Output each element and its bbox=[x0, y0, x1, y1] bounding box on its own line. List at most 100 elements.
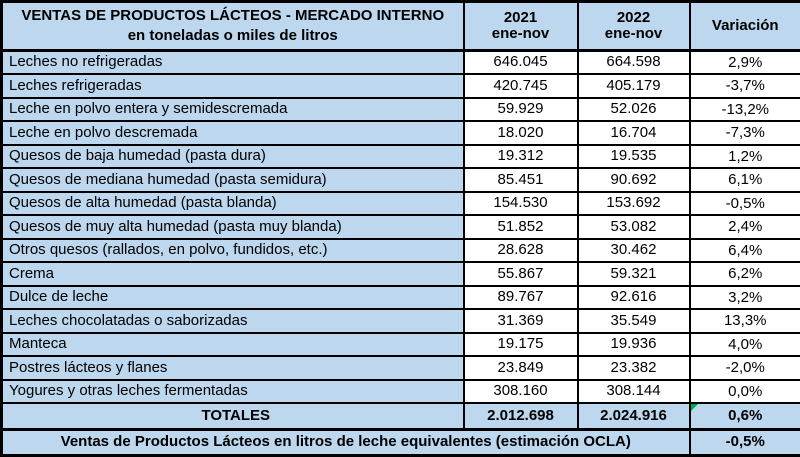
value-2022: 90.692 bbox=[578, 168, 690, 192]
table-row: Leche en polvo entera y semidescremada 5… bbox=[2, 98, 800, 122]
table-row: Otros quesos (rallados, en polvo, fundid… bbox=[2, 239, 800, 263]
product-label: Otros quesos (rallados, en polvo, fundid… bbox=[2, 239, 464, 263]
table-row: Quesos de alta humedad (pasta blanda) 15… bbox=[2, 192, 800, 216]
variation-value: 6,1% bbox=[690, 168, 800, 192]
footer-row: Ventas de Productos Lácteos en litros de… bbox=[2, 429, 800, 455]
product-label: Yogures y otras leches fermentadas bbox=[2, 380, 464, 404]
product-label: Manteca bbox=[2, 333, 464, 357]
product-label: Leche en polvo entera y semidescremada bbox=[2, 98, 464, 122]
product-label: Leches no refrigeradas bbox=[2, 51, 464, 75]
value-2021: 85.451 bbox=[464, 168, 578, 192]
product-label: Leches chocolatadas o saborizadas bbox=[2, 309, 464, 333]
value-2022: 35.549 bbox=[578, 309, 690, 333]
product-label: Quesos de muy alta humedad (pasta muy bl… bbox=[2, 215, 464, 239]
cell-flag-icon bbox=[691, 404, 698, 411]
table-row: Yogures y otras leches fermentadas 308.1… bbox=[2, 380, 800, 404]
totals-2021: 2.012.698 bbox=[464, 403, 578, 429]
totals-label: TOTALES bbox=[2, 403, 464, 429]
table-header: VENTAS DE PRODUCTOS LÁCTEOS - MERCADO IN… bbox=[2, 2, 800, 51]
footer-label: Ventas de Productos Lácteos en litros de… bbox=[2, 429, 690, 455]
table-row: Leche en polvo descremada 18.020 16.704 … bbox=[2, 121, 800, 145]
variation-value: 13,3% bbox=[690, 309, 800, 333]
product-label: Quesos de alta humedad (pasta blanda) bbox=[2, 192, 464, 216]
value-2022: 92.616 bbox=[578, 286, 690, 310]
table-row: Leches refrigeradas 420.745 405.179 -3,7… bbox=[2, 74, 800, 98]
value-2021: 89.767 bbox=[464, 286, 578, 310]
column-header-2022: 2022 ene-nov bbox=[578, 2, 690, 51]
variation-value: 6,4% bbox=[690, 239, 800, 263]
value-2021: 19.312 bbox=[464, 145, 578, 169]
value-2021: 154.530 bbox=[464, 192, 578, 216]
value-2021: 55.867 bbox=[464, 262, 578, 286]
table-row: Manteca 19.175 19.936 4,0% bbox=[2, 333, 800, 357]
year-2021-label: 2021 bbox=[465, 10, 577, 27]
value-2021: 59.929 bbox=[464, 98, 578, 122]
variation-value: -3,7% bbox=[690, 74, 800, 98]
table-body: Leches no refrigeradas 646.045 664.598 2… bbox=[2, 51, 800, 404]
value-2022: 153.692 bbox=[578, 192, 690, 216]
totals-variation-cell: 0,6% bbox=[690, 403, 800, 429]
value-2022: 23.382 bbox=[578, 356, 690, 380]
product-label: Quesos de mediana humedad (pasta semidur… bbox=[2, 168, 464, 192]
footer-variation: -0,5% bbox=[690, 429, 800, 455]
value-2022: 664.598 bbox=[578, 51, 690, 75]
period-2021-label: ene-nov bbox=[465, 26, 577, 43]
value-2021: 31.369 bbox=[464, 309, 578, 333]
value-2021: 18.020 bbox=[464, 121, 578, 145]
table-row: Quesos de muy alta humedad (pasta muy bl… bbox=[2, 215, 800, 239]
value-2022: 52.026 bbox=[578, 98, 690, 122]
table-row: Quesos de mediana humedad (pasta semidur… bbox=[2, 168, 800, 192]
table-summary: TOTALES 2.012.698 2.024.916 0,6% Ventas … bbox=[2, 403, 800, 455]
value-2022: 308.144 bbox=[578, 380, 690, 404]
value-2022: 59.321 bbox=[578, 262, 690, 286]
table-subtitle: en toneladas o miles de litros bbox=[3, 28, 463, 45]
period-2022-label: ene-nov bbox=[579, 26, 689, 43]
variation-value: 2,9% bbox=[690, 51, 800, 75]
product-label: Postres lácteos y flanes bbox=[2, 356, 464, 380]
table-title-cell: VENTAS DE PRODUCTOS LÁCTEOS - MERCADO IN… bbox=[2, 2, 464, 51]
product-label: Leche en polvo descremada bbox=[2, 121, 464, 145]
value-2021: 28.628 bbox=[464, 239, 578, 263]
value-2021: 308.160 bbox=[464, 380, 578, 404]
value-2021: 23.849 bbox=[464, 356, 578, 380]
value-2021: 646.045 bbox=[464, 51, 578, 75]
totals-2022: 2.024.916 bbox=[578, 403, 690, 429]
variation-value: 0,0% bbox=[690, 380, 800, 404]
product-label: Leches refrigeradas bbox=[2, 74, 464, 98]
table-title: VENTAS DE PRODUCTOS LÁCTEOS - MERCADO IN… bbox=[3, 8, 463, 25]
variation-value: -13,2% bbox=[690, 98, 800, 122]
table-row: Quesos de baja humedad (pasta dura) 19.3… bbox=[2, 145, 800, 169]
totals-row: TOTALES 2.012.698 2.024.916 0,6% bbox=[2, 403, 800, 429]
value-2022: 19.535 bbox=[578, 145, 690, 169]
variation-value: 6,2% bbox=[690, 262, 800, 286]
product-label: Dulce de leche bbox=[2, 286, 464, 310]
variation-value: -0,5% bbox=[690, 192, 800, 216]
product-label: Crema bbox=[2, 262, 464, 286]
table-row: Leches no refrigeradas 646.045 664.598 2… bbox=[2, 51, 800, 75]
variation-value: 1,2% bbox=[690, 145, 800, 169]
table-row: Leches chocolatadas o saborizadas 31.369… bbox=[2, 309, 800, 333]
variation-value: 2,4% bbox=[690, 215, 800, 239]
variation-value: 4,0% bbox=[690, 333, 800, 357]
value-2021: 420.745 bbox=[464, 74, 578, 98]
table-row: Postres lácteos y flanes 23.849 23.382 -… bbox=[2, 356, 800, 380]
variation-value: 3,2% bbox=[690, 286, 800, 310]
value-2022: 19.936 bbox=[578, 333, 690, 357]
value-2021: 19.175 bbox=[464, 333, 578, 357]
table-row: Crema 55.867 59.321 6,2% bbox=[2, 262, 800, 286]
variation-value: -7,3% bbox=[690, 121, 800, 145]
product-label: Quesos de baja humedad (pasta dura) bbox=[2, 145, 464, 169]
value-2022: 16.704 bbox=[578, 121, 690, 145]
value-2021: 51.852 bbox=[464, 215, 578, 239]
table-row: Dulce de leche 89.767 92.616 3,2% bbox=[2, 286, 800, 310]
year-2022-label: 2022 bbox=[579, 10, 689, 27]
value-2022: 405.179 bbox=[578, 74, 690, 98]
column-header-2021: 2021 ene-nov bbox=[464, 2, 578, 51]
value-2022: 53.082 bbox=[578, 215, 690, 239]
column-header-variation: Variación bbox=[690, 2, 800, 51]
totals-variation: 0,6% bbox=[728, 407, 762, 424]
header-row: VENTAS DE PRODUCTOS LÁCTEOS - MERCADO IN… bbox=[2, 2, 800, 51]
variation-value: -2,0% bbox=[690, 356, 800, 380]
value-2022: 30.462 bbox=[578, 239, 690, 263]
